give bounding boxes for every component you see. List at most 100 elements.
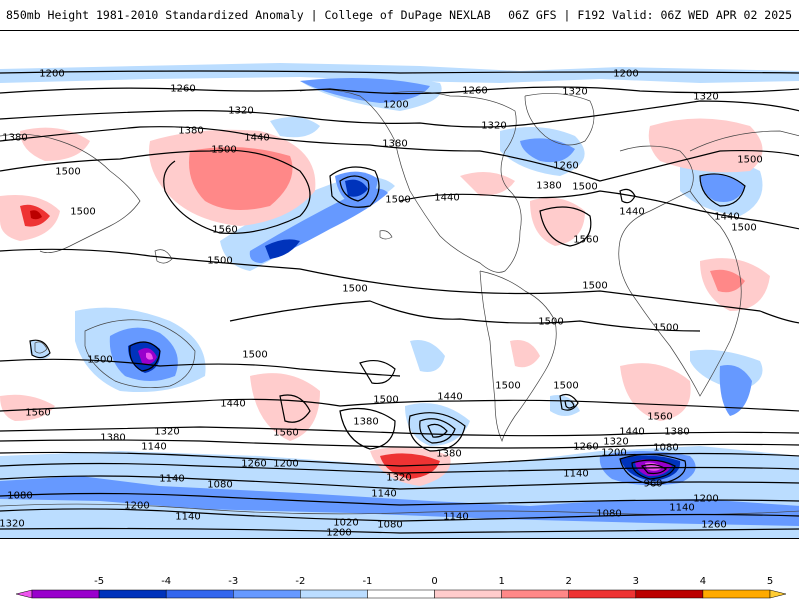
contour-label: 1260 [462,86,487,97]
contour-label: 1260 [553,161,578,172]
contour-label: 1320 [603,437,628,448]
contour-label: 1500 [582,281,607,292]
colorbar-tick-label: -4 [161,576,171,587]
contour-label: 1140 [443,512,468,523]
contour-label: 1380 [100,433,125,444]
colorbar-tick-label: 1 [498,576,504,587]
height-contours [0,70,799,534]
contour-label: 1380 [536,181,561,192]
colorbar-tick-label: -2 [295,576,305,587]
contour-label: 1200 [693,494,718,505]
contour-label: 1320 [386,473,411,484]
model-run-info: 06Z GFS | F192 Valid: 06Z WED APR 02 202… [508,8,792,22]
contour-label: 1260 [170,84,195,95]
contour-label: 1140 [669,503,694,514]
colorbar-segment [635,589,704,599]
contour-label: 1440 [714,212,739,223]
contour-label: 1500 [207,256,232,267]
contour-label: 1560 [647,412,672,423]
contour-label: 1320 [228,106,253,117]
contour-label: 1020 [333,518,358,529]
contour-label: 1320 [481,121,506,132]
contour-label: 1560 [25,408,50,419]
contour-label: 1380 [353,417,378,428]
contour-label: 1260 [241,459,266,470]
colorbar-segment [434,589,502,599]
contour-label: 1500 [737,155,762,166]
contour-label: 1200 [124,501,149,512]
colorbar-segment [165,589,234,599]
colorbar-tick-label: 5 [767,576,773,587]
contour-label: 1200 [383,100,408,111]
extreme-negative-anomaly-shading [128,179,681,481]
contour-label: 1140 [563,469,588,480]
colorbar-tick-label: 4 [700,576,706,587]
contour-label: 1500 [538,317,563,328]
contour-label: 1440 [619,207,644,218]
contour-label: 1500 [385,195,410,206]
contour-label: 1560 [573,235,598,246]
contour-label: 1320 [562,87,587,98]
map-title: 850mb Height 1981-2010 Standardized Anom… [6,8,491,22]
contour-label: 1200 [39,69,64,80]
contour-label: 1560 [212,225,237,236]
colorbar-tick-label: -3 [228,576,238,587]
colorbar-tick-label: -1 [362,576,372,587]
contour-label: 1380 [178,126,203,137]
contour-label: 1500 [572,182,597,193]
colorbar-tick-label: -5 [94,576,104,587]
contour-label: 1140 [159,474,184,485]
contour-label: 1140 [141,442,166,453]
colorbar-segment [300,589,368,599]
contour-label: 1200 [613,69,638,80]
contour-label: 1560 [273,428,298,439]
colorbar-tick-label: 3 [633,576,639,587]
contour-label: 1200 [326,528,351,539]
colorbar-segment [367,589,435,599]
contour-label: 1440 [244,133,269,144]
colorbar-tick-label: 2 [566,576,572,587]
contour-label: 1080 [7,491,32,502]
contour-label: 1080 [207,480,232,491]
contour-label: 1260 [573,442,598,453]
contour-label: 1140 [175,512,200,523]
contour-label: 1500 [553,381,578,392]
colorbar-legend: -5 -4 -3 -2 -1 0 1 2 3 4 5 [0,568,800,600]
contour-label: 1500 [342,284,367,295]
contour-label: 1320 [693,92,718,103]
contour-label: 960 [643,479,662,490]
contour-label: 1080 [377,520,402,531]
contour-label: 1440 [220,399,245,410]
contour-label: 1320 [0,519,25,530]
positive-anomaly-shading [0,118,770,486]
anomaly-map: 1200 1200 1260 1200 1260 1320 1320 1320 1320 1380… [0,30,799,539]
contour-label: 1500 [55,167,80,178]
colorbar-segment [31,589,100,599]
contour-label: 1440 [619,427,644,438]
colorbar-segment [98,589,167,599]
contour-label: 1080 [596,509,621,520]
colorbar-tick-label: 0 [431,576,437,587]
contour-label: 1500 [495,381,520,392]
contour-label: 1140 [371,489,396,500]
contour-label: 1200 [273,459,298,470]
colorbar-extend-low [15,589,33,599]
colorbar-segment [702,589,771,599]
colorbar-extend-high [769,589,787,599]
contour-label: 1380 [436,449,461,460]
colorbar-segment [501,589,569,599]
contour-label: 1380 [2,133,27,144]
contour-label: 1500 [373,395,398,406]
contour-label: 1440 [437,392,462,403]
contour-label: 1500 [87,355,112,366]
contour-label: 1500 [242,350,267,361]
contour-label: 1260 [701,520,726,531]
contour-label: 1080 [653,443,678,454]
contour-label: 1380 [382,139,407,150]
contour-label: 1320 [154,427,179,438]
contour-label: 1500 [653,323,678,334]
colorbar-segment [233,589,301,599]
contour-labels: 1200 1200 1260 1200 1260 1320 1320 1320 1320 1380… [0,69,763,539]
contour-label: 1440 [434,193,459,204]
contour-label: 1380 [664,427,689,438]
